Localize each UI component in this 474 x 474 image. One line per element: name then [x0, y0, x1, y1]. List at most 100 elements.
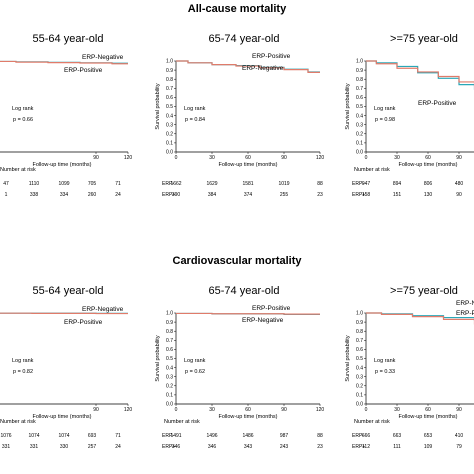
risk-value: 24 — [115, 192, 121, 198]
y-tick-label: 0.1 — [166, 141, 173, 147]
x-tick-label: 0 — [365, 407, 368, 413]
risk-row-label: ERP+ — [162, 192, 175, 198]
section-title-all-cause: All-cause mortality — [188, 3, 287, 15]
y-tick-label: 0.0 — [356, 150, 363, 156]
risk-value: 1 — [5, 192, 8, 198]
risk-row-label: ERP- — [162, 181, 174, 187]
log-rank-label: Log rank — [12, 358, 34, 364]
legend-label: ERP-Positive — [252, 53, 291, 60]
curve-erp-positive — [366, 312, 474, 325]
y-tick-label: 0.2 — [166, 132, 173, 138]
risk-value: 374 — [244, 192, 253, 198]
y-tick-label: 0.4 — [356, 365, 363, 371]
y-tick-label: 0.7 — [166, 338, 173, 344]
risk-row-label: ERP- — [352, 433, 364, 439]
y-tick-label: 0.9 — [166, 320, 173, 326]
risk-value: 1019 — [278, 181, 289, 187]
risk-value: 255 — [280, 192, 289, 198]
risk-value: 112 — [362, 444, 370, 450]
p-value: p = 0.98 — [375, 117, 395, 123]
risk-value: 109 — [424, 444, 433, 450]
risk-value: 130 — [424, 192, 433, 198]
y-tick-label: 0.5 — [166, 356, 173, 362]
curve-erp-positive — [176, 312, 320, 315]
risk-value: 257 — [88, 444, 97, 450]
x-tick-label: 90 — [281, 155, 287, 161]
panel-title: >=75 year-old — [390, 285, 458, 297]
y-tick-label: 0.2 — [356, 132, 363, 138]
y-tick-label: 1.0 — [356, 59, 363, 65]
x-axis-label: Follow-up time (months) — [399, 162, 458, 168]
legend-label: ERP-P — [456, 310, 474, 317]
y-tick-label: 0.2 — [356, 384, 363, 390]
y-tick-label: 0.8 — [166, 77, 173, 83]
risk-value: 88 — [317, 433, 323, 439]
panel-title: 65-74 year-old — [209, 33, 280, 45]
legend-label: ERP-Negative — [82, 54, 124, 61]
panel-title: >=75 year-old — [390, 33, 458, 45]
risk-value: 1581 — [242, 181, 253, 187]
y-tick-label: 0.3 — [166, 122, 173, 128]
y-tick-label: 0.9 — [356, 68, 363, 74]
risk-value: 480 — [455, 181, 464, 187]
risk-value: 1099 — [58, 181, 69, 187]
legend-label: ERP-Positive — [64, 319, 103, 326]
risk-table-title: Number at risk — [164, 419, 200, 425]
p-value: p = 0.33 — [375, 369, 395, 375]
y-tick-label: 0.4 — [166, 365, 173, 371]
risk-value: 346 — [208, 444, 217, 450]
risk-value: 663 — [393, 433, 402, 439]
y-tick-label: 0.0 — [166, 150, 173, 156]
p-value: p = 0.84 — [185, 117, 205, 123]
x-tick-label: 30 — [209, 155, 215, 161]
x-tick-label: 30 — [209, 407, 215, 413]
risk-value: 71 — [115, 433, 121, 439]
y-axis-label: Survival probability — [155, 335, 161, 381]
y-tick-label: 0.1 — [166, 393, 173, 399]
curve-erp-positive — [366, 60, 474, 87]
y-tick-label: 0.8 — [356, 77, 363, 83]
risk-value: 90 — [456, 192, 462, 198]
risk-value: 987 — [280, 433, 289, 439]
risk-value: 384 — [208, 192, 217, 198]
x-axis-label: Follow-up time (months) — [33, 414, 92, 420]
y-tick-label: 0.7 — [356, 338, 363, 344]
risk-value: 1662 — [170, 181, 181, 187]
y-tick-label: 1.0 — [166, 311, 173, 317]
y-tick-label: 0.1 — [356, 141, 363, 147]
risk-value: 346 — [172, 444, 181, 450]
risk-value: 88 — [317, 181, 323, 187]
panel-title: 65-74 year-old — [209, 285, 280, 297]
km-panel: >=75 year-old 0.0 0.1 0.2 0.3 0.4 0.5 0.6 0.7 0.8… — [345, 33, 474, 198]
y-tick-label: 0.4 — [356, 113, 363, 119]
risk-row-label: ERP+ — [352, 192, 365, 198]
risk-value: 23 — [317, 192, 323, 198]
x-tick-label: 0 — [365, 155, 368, 161]
x-tick-label: 120 — [316, 155, 325, 161]
risk-table-title: Number at risk — [354, 419, 390, 425]
p-value: p = 0.66 — [13, 117, 33, 123]
km-panel: >=75 year-old 0.0 0.1 0.2 0.3 0.4 0.5 0.6 0.7 0.8… — [345, 285, 474, 450]
x-axis-label: Follow-up time (months) — [219, 162, 278, 168]
x-tick-label: 30 — [394, 155, 400, 161]
risk-row-label: ERP+ — [162, 444, 175, 450]
risk-value: 334 — [60, 192, 69, 198]
log-rank-label: Log rank — [184, 358, 206, 364]
risk-value: 330 — [60, 444, 69, 450]
risk-table-title: Number at risk — [0, 419, 36, 425]
risk-value: 705 — [88, 181, 97, 187]
risk-value: 111 — [393, 444, 401, 450]
risk-value: 331 — [30, 444, 39, 450]
risk-value: 806 — [424, 181, 433, 187]
risk-value: 151 — [393, 192, 402, 198]
risk-value: 666 — [362, 433, 371, 439]
risk-value: 47 — [3, 181, 9, 187]
risk-value: 390 — [172, 192, 181, 198]
legend-label: ERP-Positive — [418, 100, 457, 107]
curve-erp-positive — [0, 60, 128, 65]
risk-value: 331 — [2, 444, 11, 450]
risk-value: 1074 — [28, 433, 39, 439]
y-tick-label: 0.7 — [166, 86, 173, 92]
y-tick-label: 0.6 — [166, 95, 173, 101]
